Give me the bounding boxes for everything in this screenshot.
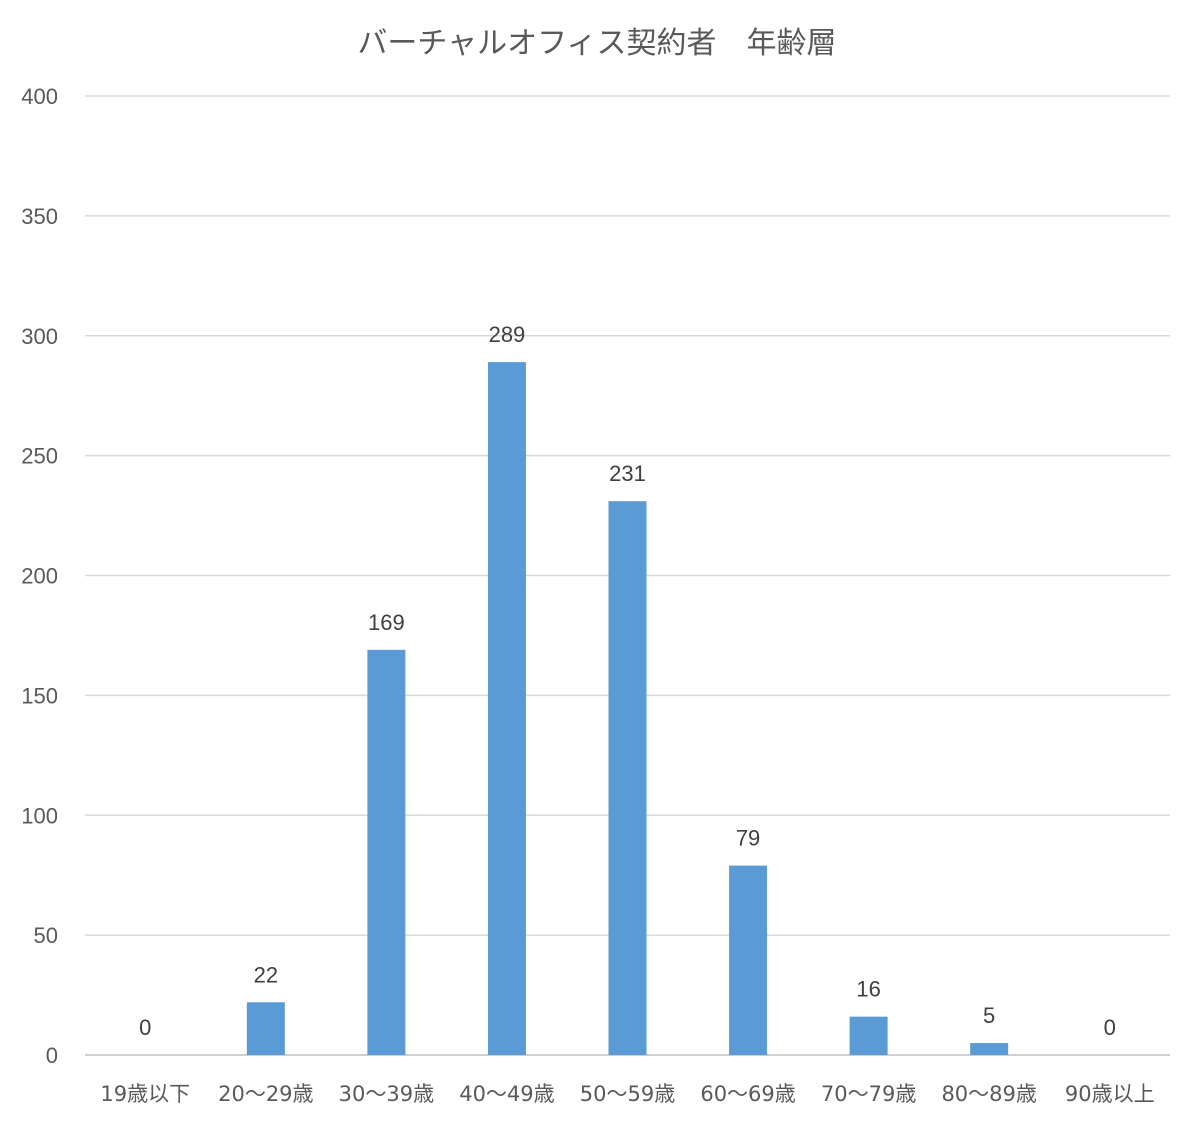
data-label: 231 (609, 461, 646, 486)
y-tick-label: 0 (46, 1043, 58, 1068)
data-label: 289 (489, 322, 526, 347)
bar (608, 501, 647, 1055)
chart-title: バーチャルオフィス契約者 年齢層 (357, 26, 837, 61)
x-category-label: 70～79歳 (821, 1082, 916, 1106)
y-tick-label: 150 (21, 683, 58, 708)
x-category-label: 50～59歳 (580, 1082, 675, 1106)
data-label: 22 (254, 962, 278, 987)
x-axis-categories: 19歳以下 20～29歳 30～39歳 40～49歳 50～59歳 60～69歳 70～79… (100, 1082, 1154, 1106)
data-label: 0 (1104, 1015, 1116, 1040)
x-category-label: 20～29歳 (218, 1082, 313, 1106)
x-category-label: 80～89歳 (941, 1082, 1036, 1106)
x-category-label: 30～39歳 (339, 1082, 434, 1106)
x-category-label: 40～49歳 (459, 1082, 554, 1106)
y-axis-ticks: 0 50 100 150 200 250 300 350 400 (21, 84, 58, 1068)
x-category-label: 60～69歳 (700, 1082, 795, 1106)
data-label: 169 (368, 610, 405, 635)
data-label: 16 (856, 977, 880, 1002)
bar (849, 1016, 888, 1055)
y-tick-label: 250 (21, 444, 58, 469)
bar (487, 362, 526, 1055)
y-tick-label: 350 (21, 204, 58, 229)
y-tick-label: 200 (21, 564, 58, 589)
y-tick-label: 100 (21, 803, 58, 828)
x-category-label: 19歳以下 (100, 1082, 190, 1106)
bar (367, 649, 406, 1055)
data-label: 5 (983, 1003, 995, 1028)
x-category-label: 90歳以上 (1065, 1082, 1155, 1106)
y-tick-label: 400 (21, 84, 58, 109)
bar (246, 1002, 285, 1055)
y-tick-label: 50 (34, 923, 58, 948)
bars (246, 362, 1009, 1055)
y-tick-label: 300 (21, 324, 58, 349)
data-label: 79 (736, 826, 760, 851)
data-labels: 0 22 169 289 231 79 16 5 0 (139, 322, 1116, 1040)
bar (729, 865, 768, 1055)
bar (970, 1043, 1009, 1055)
data-label: 0 (139, 1015, 151, 1040)
